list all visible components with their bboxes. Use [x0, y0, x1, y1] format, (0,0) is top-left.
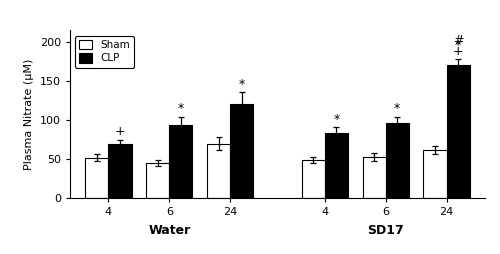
Text: *: *	[333, 113, 340, 126]
Bar	[85, 157, 108, 198]
Text: +: +	[114, 125, 126, 138]
Text: SD17: SD17	[368, 224, 404, 237]
Bar	[446, 65, 470, 198]
Legend: Sham, CLP: Sham, CLP	[75, 36, 134, 68]
Bar	[108, 144, 132, 198]
Bar	[362, 157, 386, 198]
Bar	[170, 125, 192, 198]
Bar	[146, 163, 170, 198]
Text: +: +	[453, 45, 464, 58]
Text: *: *	[238, 77, 245, 90]
Bar	[207, 144, 231, 198]
Bar	[230, 104, 254, 198]
Bar	[324, 133, 348, 198]
Bar	[386, 123, 409, 198]
Text: Water: Water	[148, 224, 190, 237]
Bar	[302, 160, 324, 198]
Y-axis label: Plasma Nitrate (µM): Plasma Nitrate (µM)	[24, 59, 34, 170]
Text: *: *	[178, 102, 184, 116]
Text: *: *	[455, 39, 462, 52]
Bar	[424, 150, 446, 198]
Text: #: #	[453, 34, 464, 47]
Text: *: *	[394, 102, 400, 116]
